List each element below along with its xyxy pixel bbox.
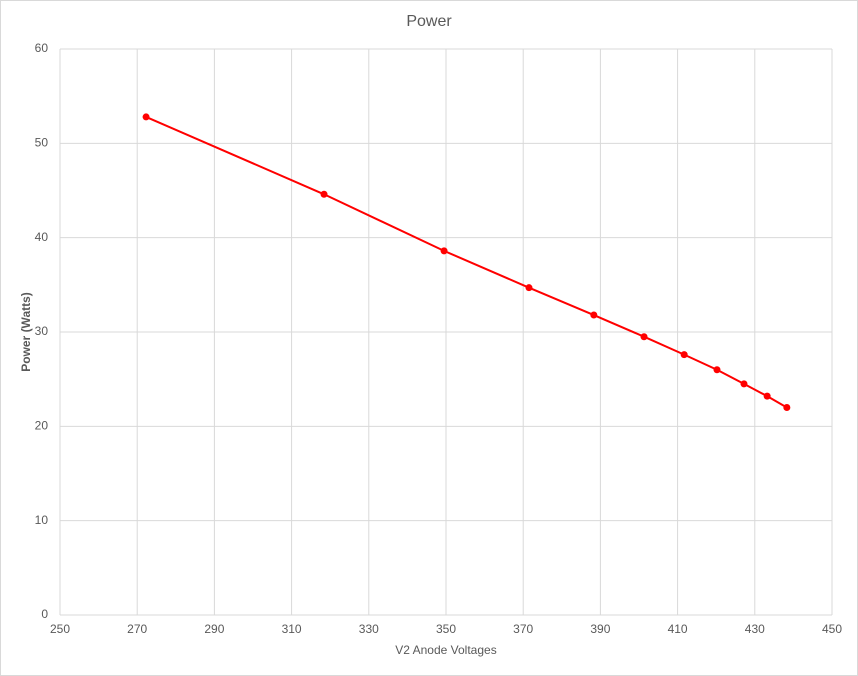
x-tick-label: 350 [436, 622, 456, 636]
x-tick-label: 250 [50, 622, 70, 636]
y-tick-label: 30 [35, 324, 49, 338]
y-tick-label: 20 [35, 419, 49, 433]
y-tick-label: 10 [35, 513, 49, 527]
data-point [142, 113, 150, 121]
y-tick-label: 50 [35, 136, 49, 150]
data-point [640, 333, 648, 341]
data-point [440, 247, 448, 255]
x-tick-label: 430 [745, 622, 765, 636]
x-tick-label: 390 [590, 622, 610, 636]
x-tick-label: 310 [282, 622, 302, 636]
x-axis-label: V2 Anode Voltages [395, 643, 496, 657]
y-axis-label: Power (Watts) [19, 292, 33, 372]
data-point [680, 351, 688, 359]
chart-title: Power [406, 13, 452, 30]
y-tick-label: 40 [35, 230, 49, 244]
x-tick-label: 290 [204, 622, 224, 636]
y-tick-label: 60 [35, 41, 49, 55]
data-point [320, 190, 328, 198]
data-point [763, 392, 771, 400]
data-point [590, 311, 598, 319]
data-point [525, 284, 533, 292]
y-tick-label: 0 [41, 607, 48, 621]
data-point [740, 380, 748, 388]
x-tick-label: 270 [127, 622, 147, 636]
data-point [783, 403, 791, 411]
x-tick-label: 370 [513, 622, 533, 636]
x-tick-label: 330 [359, 622, 379, 636]
data-point [713, 366, 721, 374]
x-tick-label: 410 [668, 622, 688, 636]
x-tick-label: 450 [822, 622, 842, 636]
